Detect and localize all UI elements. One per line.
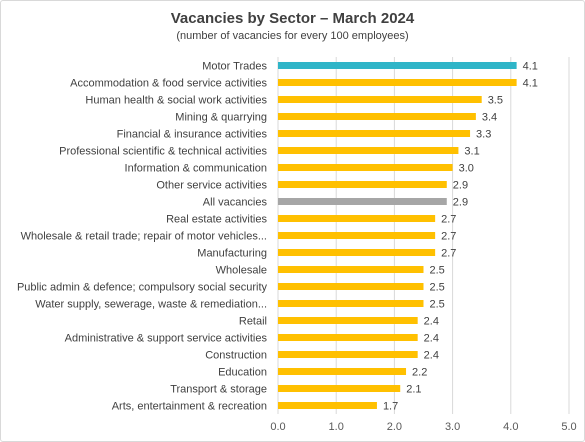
value-label: 3.5: [488, 95, 503, 107]
value-label: 3.1: [464, 146, 479, 158]
value-label: 2.5: [430, 265, 445, 277]
value-label: 3.0: [459, 163, 474, 175]
bar: [278, 266, 424, 273]
category-label: Education: [218, 367, 267, 379]
value-label: 2.9: [453, 180, 468, 192]
bar: [278, 198, 447, 205]
category-label: Manufacturing: [197, 248, 267, 260]
x-tick-label: 5.0: [561, 421, 576, 433]
category-labels: Motor Trades Accommodation & food service…: [17, 61, 268, 413]
value-label: 2.1: [406, 384, 421, 396]
bar: [278, 368, 407, 375]
value-label: 4.1: [523, 78, 538, 90]
category-label: Retail: [239, 316, 267, 328]
category-label: Transport & storage: [170, 384, 267, 396]
x-axis-tick-labels: 0.0 1.0 2.0 3.0 4.0 5.0: [270, 421, 576, 433]
value-label: 2.7: [441, 214, 456, 226]
bar: [278, 147, 459, 154]
category-label: Accommodation & food service activities: [70, 78, 267, 90]
category-label: Mining & quarrying: [175, 112, 267, 124]
value-label: 2.7: [441, 231, 456, 243]
bar: [278, 232, 436, 239]
category-label: Arts, entertainment & recreation: [112, 401, 267, 413]
x-tick-label: 3.0: [445, 421, 460, 433]
category-label: Professional scientific & technical acti…: [59, 146, 267, 158]
bars: [278, 62, 517, 409]
value-label: 3.3: [476, 129, 491, 141]
bar: [278, 249, 436, 256]
bar: [278, 215, 436, 222]
value-label: 2.4: [424, 350, 439, 362]
bar: [278, 317, 418, 324]
bar: [278, 385, 401, 392]
category-label: Water supply, sewerage, waste & remediat…: [35, 299, 267, 311]
category-label: Administrative & support service activit…: [65, 333, 268, 345]
bar: [278, 283, 424, 290]
bar: [278, 164, 453, 171]
value-label: 2.9: [453, 197, 468, 209]
category-label: Wholesale: [216, 265, 267, 277]
x-tick-label: 4.0: [503, 421, 518, 433]
x-tick-label: 1.0: [329, 421, 344, 433]
value-label: 3.4: [482, 112, 497, 124]
category-label: Wholesale & retail trade; repair of moto…: [21, 231, 267, 243]
category-label: Other service activities: [156, 180, 267, 192]
value-labels: 4.1 4.1 3.5 3.4 3.3 3.1 3.0 2.9 2.9 2.7 2.7 2.7 2.5 2…: [383, 61, 538, 413]
value-label: 4.1: [523, 61, 538, 73]
bar: [278, 130, 471, 137]
category-label: Public admin & defence; compulsory socia…: [17, 282, 268, 294]
chart-title: Vacancies by Sector – March 2024: [170, 10, 415, 27]
category-label: Financial & insurance activities: [117, 129, 268, 141]
category-label: Information & communication: [125, 163, 267, 175]
category-label: Real estate activities: [166, 214, 267, 226]
bar: [278, 351, 418, 358]
bar: [278, 96, 482, 103]
category-label: All vacancies: [203, 197, 268, 209]
category-label: Construction: [205, 350, 267, 362]
bar: [278, 402, 377, 409]
value-label: 2.4: [424, 333, 439, 345]
value-label: 2.5: [430, 282, 445, 294]
value-label: 1.7: [383, 401, 398, 413]
value-label: 2.4: [424, 316, 439, 328]
bar: [278, 300, 424, 307]
category-label: Human health & social work activities: [85, 95, 267, 107]
value-label: 2.5: [430, 299, 445, 311]
category-label: Motor Trades: [202, 61, 267, 73]
value-label: 2.2: [412, 367, 427, 379]
bar: [278, 113, 476, 120]
bar: [278, 334, 418, 341]
value-label: 2.7: [441, 248, 456, 260]
chart-subtitle: (number of vacancies for every 100 emplo…: [176, 30, 409, 42]
x-tick-label: 0.0: [270, 421, 285, 433]
bar: [278, 181, 447, 188]
bar: [278, 62, 517, 69]
bar: [278, 79, 517, 86]
x-tick-label: 2.0: [387, 421, 402, 433]
